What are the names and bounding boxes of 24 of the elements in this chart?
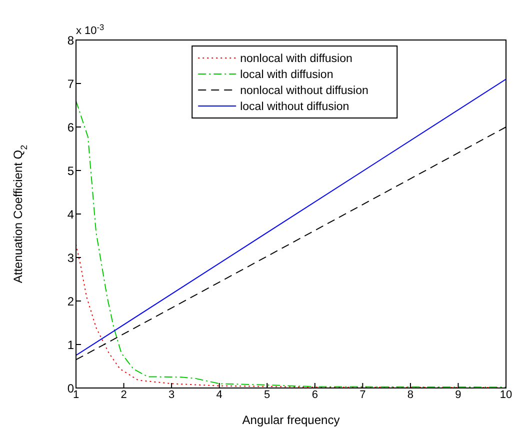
x-tick-label: 2 — [120, 388, 127, 401]
x-tick-label: 7 — [360, 388, 366, 401]
x-tick-label: 4 — [216, 388, 222, 401]
legend-label: local with diffusion — [240, 69, 334, 81]
y-tick-label: 4 — [67, 207, 74, 222]
y-tick-label: 5 — [67, 164, 74, 178]
legend-label: nonlocal with diffusion — [240, 53, 352, 65]
x-tick-label: 9 — [455, 388, 462, 401]
legend-label: local without diffusion — [240, 101, 350, 113]
y-tick-label: 2 — [67, 294, 74, 308]
y-tick-label: 7 — [67, 76, 74, 91]
x-tick-label: 5 — [264, 388, 270, 401]
y-tick-label: 6 — [67, 120, 74, 134]
x-tick-label: 3 — [168, 388, 175, 401]
x-tick-label: 8 — [407, 388, 414, 401]
y-tick-label: 0 — [67, 381, 74, 396]
y-tick-label: 3 — [67, 250, 74, 265]
x-tick-label: 10 — [500, 388, 512, 401]
y-tick-label: 1 — [67, 338, 74, 352]
x-axis-title: Angular frequency — [242, 413, 340, 427]
legend-label: nonlocal without diffusion — [240, 85, 368, 97]
x-tick-label: 6 — [312, 388, 318, 401]
y-tick-label: 8 — [67, 33, 74, 48]
text: x 10$^{-3}$ — [76, 22, 105, 37]
